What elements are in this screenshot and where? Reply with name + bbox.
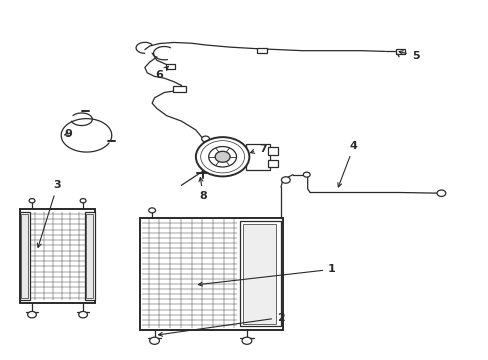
Bar (165, 64, 175, 68)
Circle shape (208, 147, 236, 167)
Circle shape (281, 177, 289, 183)
Bar (86, 214, 93, 298)
Circle shape (196, 137, 249, 176)
Text: 2: 2 (158, 312, 284, 336)
Circle shape (149, 337, 159, 344)
Text: 8: 8 (199, 177, 206, 201)
Bar (21, 214, 28, 298)
Bar (20, 212, 30, 300)
Circle shape (148, 208, 155, 213)
Bar (240, 221, 281, 327)
Circle shape (436, 190, 445, 197)
Bar (256, 48, 267, 53)
Text: 6: 6 (155, 66, 168, 80)
Circle shape (28, 311, 36, 318)
Circle shape (215, 151, 230, 162)
Text: 3: 3 (37, 180, 61, 247)
Circle shape (303, 172, 309, 177)
Text: 1: 1 (198, 264, 335, 286)
Text: 7: 7 (250, 144, 266, 154)
Bar (267, 159, 278, 167)
Circle shape (79, 311, 87, 318)
Bar (243, 224, 275, 324)
Circle shape (80, 199, 86, 203)
Bar (172, 86, 186, 92)
Circle shape (242, 337, 251, 344)
Circle shape (201, 136, 209, 142)
Text: 9: 9 (64, 129, 72, 139)
Bar (395, 49, 404, 54)
Text: 4: 4 (337, 141, 357, 187)
Text: 5: 5 (398, 51, 419, 61)
Circle shape (29, 199, 35, 203)
Bar (245, 144, 270, 170)
Bar (267, 147, 278, 155)
Bar (85, 212, 95, 300)
Bar (140, 217, 283, 330)
Bar (20, 208, 95, 303)
